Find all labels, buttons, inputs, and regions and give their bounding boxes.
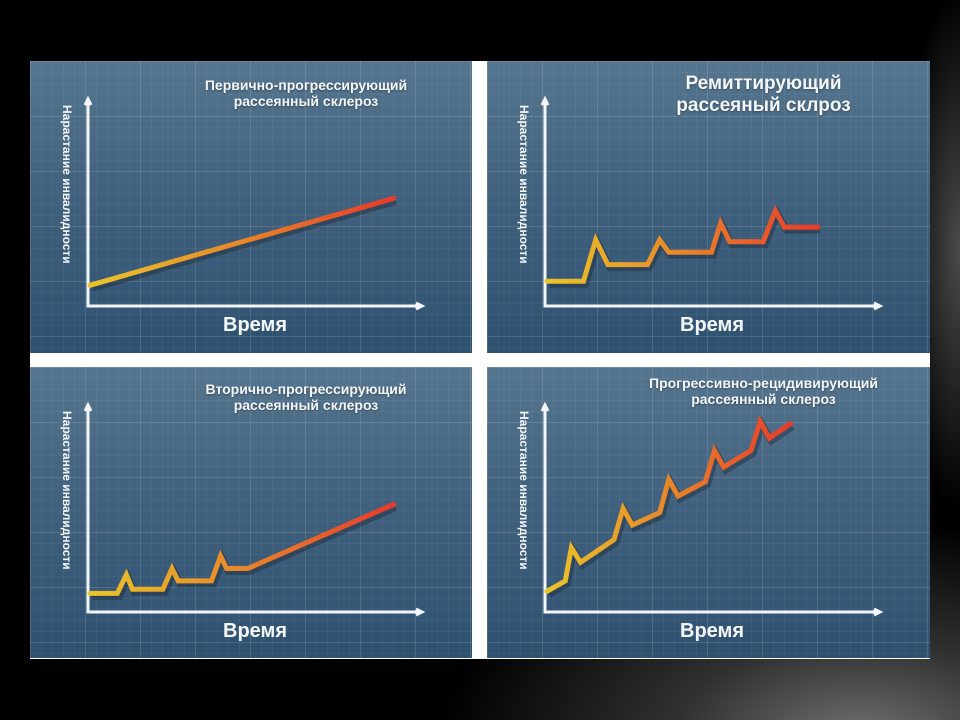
x-axis-arrow-icon [415,607,426,617]
grid-background [487,367,930,658]
chart-title: Прогрессивно-рецидивирующий рассеянный ск… [597,375,930,407]
chart-plot [83,95,426,311]
grid-background [30,367,472,658]
data-line [87,195,397,288]
chart-panel-relapsing-remitting: Ремиттирующий рассеяный склроз Нарастание … [487,61,930,353]
x-axis-label: Время [680,620,744,642]
data-line [544,204,821,284]
y-axis-label: Нарастание инвалидности [517,105,531,264]
axes [543,405,880,614]
chart-title: Первично-прогрессирующий рассеянный склер… [140,77,472,109]
chart-plot [83,401,426,617]
x-axis-arrow-icon [873,301,884,311]
data-line [544,415,794,594]
chart-title-line: рассеяный склроз [676,94,851,116]
chart-title-line: Ремиттирующий [685,73,842,94]
chart-title-line: Вторично-прогрессирующий [205,381,407,397]
y-axis-arrow-icon [540,95,550,106]
chart-title-line: рассеянный склероз [691,391,836,408]
x-axis-label: Время [223,620,287,642]
chart-plot [540,401,884,617]
chart-title-line: рассеянный склероз [233,397,379,414]
axes [86,405,422,614]
y-axis-arrow-icon [83,401,93,412]
chart-panel-secondary-progressive: Вторично-прогрессирующий рассеянный склер… [30,367,472,658]
y-axis-label: Нарастание инвалидности [60,105,74,264]
y-axis-label: Нарастание инвалидности [517,411,531,570]
data-line-shadow [92,504,398,600]
y-axis-label: Нарастание инвалидности [60,411,74,570]
chart-title-line: Прогрессивно-рецидивирующий [649,375,878,391]
data-line-shadow [547,415,795,598]
chart-title-line: Первично-прогрессирующий [204,77,408,93]
chart-panel-progressive-relapsing: Прогрессивно-рецидивирующий рассеянный ск… [487,367,930,658]
chart-title: Вторично-прогрессирующий рассеянный склер… [140,381,472,413]
axes [86,99,422,308]
data-line-shadow [549,205,820,288]
chart-title: Ремиттирующий рассеяный склроз [597,73,930,117]
grid-background [30,61,472,353]
grid-background [487,61,930,353]
x-axis-arrow-icon [415,301,426,311]
chart-plot [540,95,884,311]
data-line [87,501,397,596]
x-axis-arrow-icon [873,607,884,617]
chart-title-line: рассеянный склероз [233,93,379,110]
y-axis-arrow-icon [83,95,93,106]
data-line-shadow [91,198,397,292]
y-axis-arrow-icon [540,401,550,412]
x-axis-label: Время [680,314,744,336]
chart-panel-primary-progressive: Первично-прогрессирующий рассеянный склер… [30,61,472,353]
x-axis-label: Время [223,314,287,336]
axes [543,99,880,308]
